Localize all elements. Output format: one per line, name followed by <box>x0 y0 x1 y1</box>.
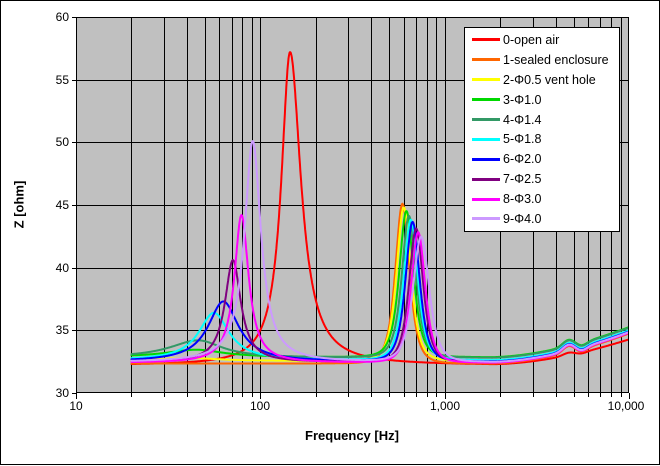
legend-label: 0-open air <box>503 32 560 47</box>
y-tick-label: 35 <box>55 323 69 337</box>
x-axis-title: Frequency [Hz] <box>305 428 399 443</box>
legend-item: 9-Φ4.0 <box>472 209 619 228</box>
series-line-9 <box>130 140 629 363</box>
legend: 0-open air 1-sealed enclosure 2-Φ0.5 ven… <box>464 27 620 232</box>
legend-line-swatch <box>472 118 500 121</box>
legend-line-swatch <box>472 98 500 102</box>
legend-label: 4-Φ1.4 <box>503 112 542 127</box>
legend-item: 2-Φ0.5 vent hole <box>472 70 619 89</box>
legend-item: 8-Φ3.0 <box>472 190 619 209</box>
legend-line-swatch <box>472 78 500 82</box>
y-tick-label: 45 <box>55 198 69 212</box>
legend-label: 6-Φ2.0 <box>503 152 542 167</box>
legend-line-swatch <box>472 157 500 161</box>
legend-item: 3-Φ1.0 <box>472 90 619 109</box>
y-tick-label: 30 <box>55 386 69 400</box>
legend-label: 2-Φ0.5 vent hole <box>503 72 596 87</box>
legend-item: 0-open air <box>472 30 619 49</box>
legend-item: 7-Φ2.5 <box>472 170 619 189</box>
legend-item: 5-Φ1.8 <box>472 130 619 149</box>
legend-item: 1-sealed enclosure <box>472 50 619 69</box>
legend-label: 5-Φ1.8 <box>503 132 542 147</box>
x-tick-label: 1,000 <box>429 399 461 413</box>
y-tick-label: 60 <box>55 10 69 24</box>
legend-line-swatch <box>472 58 500 62</box>
legend-label: 8-Φ3.0 <box>503 192 542 207</box>
legend-label: 3-Φ1.0 <box>503 92 542 107</box>
x-tick-label: 100 <box>249 399 271 413</box>
series-line-4 <box>130 215 629 359</box>
x-tick-label: 10,000 <box>607 399 645 413</box>
legend-line-swatch <box>472 177 500 181</box>
legend-item: 4-Φ1.4 <box>472 110 619 129</box>
legend-line-swatch <box>472 197 500 201</box>
legend-item: 6-Φ2.0 <box>472 150 619 169</box>
legend-line-swatch <box>472 38 500 42</box>
plot-border <box>76 17 629 393</box>
y-tick-label: 55 <box>55 73 69 87</box>
y-tick-label: 50 <box>55 135 69 149</box>
legend-label: 9-Φ4.0 <box>503 211 542 226</box>
legend-line-swatch <box>472 217 500 221</box>
y-tick-label: 40 <box>55 261 69 275</box>
legend-label: 1-sealed enclosure <box>503 52 609 67</box>
x-tick-label: 10 <box>69 399 83 413</box>
legend-line-swatch <box>472 137 500 141</box>
legend-label: 7-Φ2.5 <box>503 172 542 187</box>
